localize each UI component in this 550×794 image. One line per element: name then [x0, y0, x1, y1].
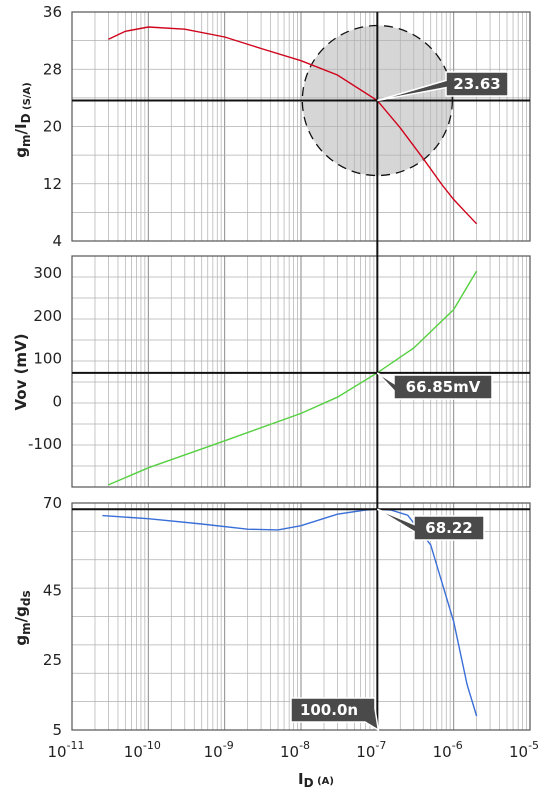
y-tick-label: 200	[33, 307, 62, 325]
callout-x-label: 100.0n	[300, 701, 358, 719]
x-tick-label: 10-6	[433, 739, 463, 761]
y-axis-label-gain-part: ds	[19, 590, 33, 606]
x-tick-exponent: -8	[299, 739, 310, 752]
y-axis-label-gm-id-part: (S/A)	[22, 82, 33, 113]
y-axis-label-gm-id: gm/ID (S/A)	[12, 82, 33, 158]
x-tick-label: 10-7	[356, 739, 386, 761]
y-axis-label-gain: gm/gds	[12, 590, 33, 645]
text-layer: 36 28 20 12 4 300 200 100 0 -100 70 45 25 5 23.63 66.85…	[12, 3, 539, 790]
x-axis-label: ID (A)	[298, 770, 334, 790]
x-tick-base: 10	[509, 743, 528, 761]
x-tick-label: 10-8	[280, 739, 310, 761]
callout-x-box	[290, 697, 380, 732]
x-tick-exponent: -6	[452, 739, 463, 752]
x-tick-label: 10-5	[509, 739, 539, 761]
y-axis-label-gain-part: /g	[12, 606, 30, 622]
callout-vov-label: 66.85mV	[406, 378, 481, 396]
y-tick-label: 0	[52, 392, 62, 410]
x-tick-base: 10	[280, 743, 299, 761]
y-tick-label: 25	[43, 651, 62, 669]
y-tick-label: -100	[28, 435, 62, 453]
y-axis-label-gain-part: g	[12, 635, 30, 646]
plot-frame	[71, 502, 531, 731]
y-axis-label-gain-part: m	[19, 622, 33, 635]
x-tick-base: 10	[356, 743, 375, 761]
x-tick-exponent: -10	[143, 739, 161, 752]
x-axis-label-part: I	[298, 770, 304, 788]
x-tick-exponent: -5	[528, 739, 539, 752]
x-tick-label: 10-9	[204, 739, 234, 761]
callout-gain-box	[376, 508, 485, 541]
callout-vov-box	[376, 372, 493, 400]
x-axis-label-part: (A)	[314, 776, 334, 787]
callout-gain-label: 68.22	[425, 519, 472, 537]
y-axis-label-gm-id-part: D	[19, 113, 33, 123]
y-tick-label: 28	[43, 60, 62, 78]
plot-frame	[71, 255, 531, 488]
series-line	[108, 270, 478, 486]
x-tick-base: 10	[204, 743, 223, 761]
y-tick-label: 70	[43, 494, 62, 512]
x-tick-label: 10-10	[124, 739, 161, 761]
y-tick-label: 20	[43, 118, 62, 136]
callout-gm-id-label: 23.63	[453, 75, 500, 93]
x-tick-base: 10	[433, 743, 452, 761]
y-tick-label: 100	[33, 350, 62, 368]
plot-frame	[71, 11, 531, 242]
x-tick-exponent: -7	[375, 739, 386, 752]
marker-layer	[72, 12, 530, 732]
x-axis-label-part: D	[304, 776, 314, 790]
series-line	[108, 26, 478, 225]
y-tick-label: 4	[52, 232, 62, 250]
y-axis-label-gm-id-part: /I	[12, 123, 30, 134]
y-tick-label: 12	[43, 175, 62, 193]
y-axis-label-vov: Vov (mV)	[12, 333, 30, 410]
y-axis-label-gm-id-part: g	[12, 147, 30, 158]
y-tick-label: 5	[52, 721, 62, 739]
callout-gm-id-box	[377, 71, 509, 102]
grid-layer	[72, 12, 530, 730]
x-tick-label: 10-11	[47, 739, 84, 761]
x-tick-base: 10	[47, 743, 66, 761]
frame-layer	[71, 11, 531, 731]
y-tick-label: 45	[43, 581, 62, 599]
x-tick-exponent: -11	[67, 739, 85, 752]
x-tick-base: 10	[124, 743, 143, 761]
y-tick-label: 300	[33, 264, 62, 282]
y-axis-label-gm-id-part: m	[19, 134, 33, 147]
x-tick-exponent: -9	[223, 739, 234, 752]
y-tick-label: 36	[43, 3, 62, 21]
